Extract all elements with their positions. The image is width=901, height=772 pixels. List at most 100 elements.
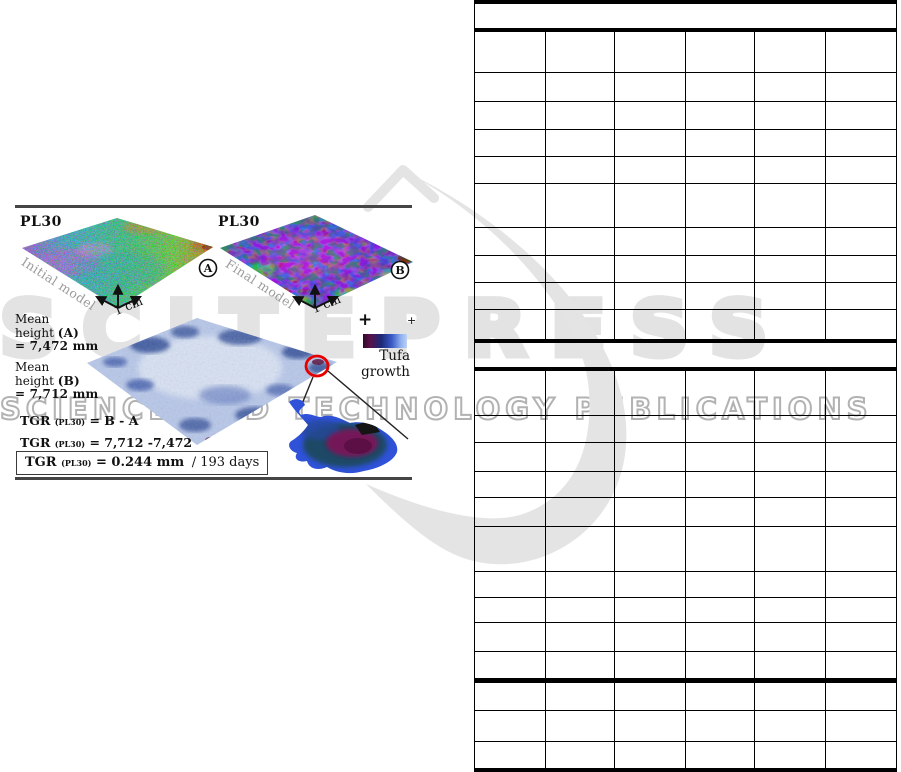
table-cell: [475, 157, 546, 183]
table-cell: [546, 371, 615, 415]
table-cell: [755, 443, 826, 471]
table-cell: [755, 652, 826, 678]
table-cell: [755, 184, 826, 227]
table-cell: [615, 572, 686, 597]
table-cell: [826, 283, 896, 309]
table-row: [475, 310, 896, 339]
table-cell: [686, 228, 755, 255]
table-cell: [615, 498, 686, 526]
table-cell: [755, 283, 826, 309]
table-cell: [546, 228, 615, 255]
table-cell: [615, 683, 686, 710]
panel-b-title: PL30: [218, 214, 260, 230]
table-cell: [826, 598, 896, 622]
table-cell: [475, 572, 546, 597]
table-row: [475, 679, 896, 711]
table-cell: [826, 73, 896, 101]
table-cell: [686, 371, 755, 415]
table-row: [475, 572, 896, 598]
table-cell: [755, 623, 826, 651]
table-cell: [826, 472, 896, 497]
table-cell: [546, 157, 615, 183]
table-cell: [615, 310, 686, 339]
mean-b-height-word: height: [15, 373, 54, 388]
table-row: [475, 416, 896, 443]
table-row: [475, 130, 896, 157]
initial-model-surface: [22, 218, 213, 308]
table-top: [474, 0, 897, 343]
figure-bottom-rule: [15, 477, 412, 480]
tgr-equation-2: TGR (PL30) = 7,712 -7,472: [20, 435, 192, 450]
table-cell: [615, 283, 686, 309]
table-caption-band: [475, 343, 896, 371]
table-cell: [755, 711, 826, 741]
table-cell: [546, 623, 615, 651]
table-cell: [755, 527, 826, 571]
table-cell: [615, 598, 686, 622]
table-cell: [475, 623, 546, 651]
table-caption-band: [475, 4, 896, 32]
table-cell: [615, 623, 686, 651]
marker-a-badge: A: [198, 258, 218, 278]
table-cell: [686, 572, 755, 597]
table-cell: [826, 623, 896, 651]
tgr-abbr: TGR: [20, 435, 51, 450]
table-cell: [546, 598, 615, 622]
table-cell: [615, 371, 686, 415]
mean-b-value: = 7,712 mm: [15, 387, 99, 401]
table-cell: [686, 256, 755, 282]
table-cell: [615, 472, 686, 497]
callout-line-left: [301, 376, 314, 405]
table-cell: [546, 32, 615, 72]
scale-axes-b: [292, 283, 339, 309]
table-cell: [686, 498, 755, 526]
table-cell: [475, 184, 546, 227]
table-cell: [475, 283, 546, 309]
mean-b-word: Mean: [15, 360, 50, 374]
figure-graphics: A B: [22, 215, 413, 474]
table-cell: [615, 652, 686, 678]
table-cell: [826, 130, 896, 156]
mean-a-ref: (A): [57, 325, 80, 340]
table-cell: [686, 32, 755, 72]
table-cell: [615, 32, 686, 72]
colorbar-label: Tufa growth: [350, 348, 410, 380]
table-row: [475, 256, 896, 283]
table-cell: [546, 527, 615, 571]
table-row: [475, 623, 896, 652]
table-cell: [475, 371, 546, 415]
table-row: [475, 498, 896, 527]
table-cell: [755, 102, 826, 129]
table-cell: [826, 572, 896, 597]
table-cell: [475, 102, 546, 129]
table-cell: [686, 283, 755, 309]
table-cell: [546, 572, 615, 597]
table-cell: [546, 683, 615, 710]
mean-height-b: Mean height (B) = 7,712 mm: [15, 360, 99, 402]
tgr-eq2: = 7,712 -7,472: [89, 435, 193, 450]
table-cell: [686, 711, 755, 741]
mean-b-ref: (B): [57, 373, 80, 388]
table-cell: [475, 256, 546, 282]
table-cell: [686, 623, 755, 651]
table-cell: [546, 310, 615, 339]
table-row: [475, 283, 896, 310]
table-cell: [755, 157, 826, 183]
difference-model-surface: [87, 318, 337, 445]
table-cell: [546, 742, 615, 768]
table-cell: [475, 598, 546, 622]
table-cell: [686, 443, 755, 471]
figure-tufa-growth: A B: [0, 0, 440, 500]
table-cell: [755, 416, 826, 442]
table-cell: [755, 498, 826, 526]
table-cell: [755, 598, 826, 622]
table-cell: [475, 32, 546, 72]
table-cell: [686, 157, 755, 183]
mean-a-height-word: height: [15, 325, 54, 340]
table-cell: [755, 310, 826, 339]
highlight-circle: [304, 354, 330, 378]
table-cell: [546, 416, 615, 442]
table-row: [475, 652, 896, 679]
table-cell: [615, 130, 686, 156]
